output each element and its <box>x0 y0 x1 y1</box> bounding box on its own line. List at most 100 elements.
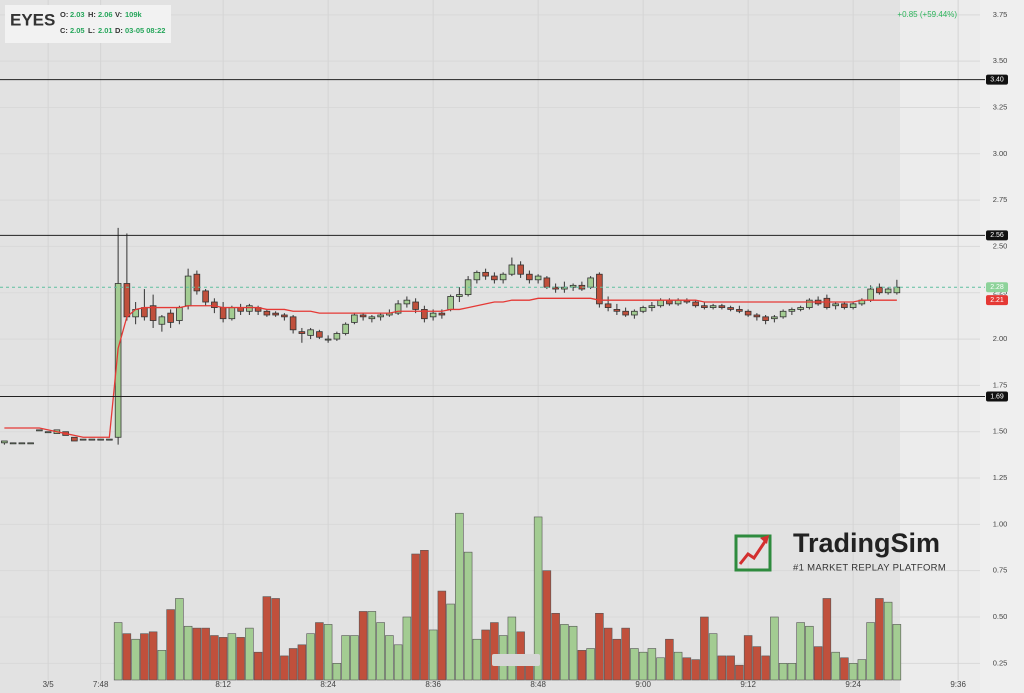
candle-body <box>806 299 813 308</box>
volume-bar <box>297 644 307 681</box>
y-tick-label: 0.50 <box>993 612 1008 621</box>
nav-buttons[interactable] <box>492 654 540 666</box>
volume-bar <box>376 622 385 681</box>
candle-body <box>123 283 131 318</box>
candle-body <box>788 309 796 312</box>
candle-body <box>193 273 201 292</box>
candle-body <box>482 271 489 277</box>
x-tick-label: 3/5 <box>43 680 55 689</box>
legend-key: O: <box>60 10 68 19</box>
level-label: 1.69 <box>990 393 1004 400</box>
volume-bar <box>883 601 893 681</box>
candle-body <box>604 303 612 308</box>
volume-bar <box>533 516 543 681</box>
candle-body <box>473 271 481 281</box>
volume-bar <box>131 638 140 681</box>
candle-body <box>272 312 279 316</box>
candle-body <box>307 329 314 336</box>
y-tick-label: 3.25 <box>993 102 1008 111</box>
volume-bar <box>673 651 683 681</box>
y-tick-label: 2.00 <box>993 334 1008 343</box>
symbol: EYES <box>10 10 55 29</box>
volume-bar <box>446 603 455 681</box>
volume-bar <box>621 627 630 681</box>
candle-body <box>211 301 218 308</box>
y-tick-label: 2.75 <box>993 195 1008 204</box>
volume-bar <box>857 659 867 681</box>
volume-bar <box>218 637 228 681</box>
candle-body <box>736 309 743 312</box>
candle-body <box>333 333 341 340</box>
x-tick-label: 8:48 <box>530 680 546 689</box>
candle-body <box>622 310 629 316</box>
candle-body <box>709 305 717 308</box>
volume-bar <box>577 650 587 681</box>
y-tick-label: 1.00 <box>993 519 1008 528</box>
volume-bar <box>306 633 315 681</box>
candle-body <box>368 316 376 320</box>
candle-body <box>508 264 516 275</box>
candle-body <box>141 307 148 318</box>
volume-bar <box>866 622 875 681</box>
legend-key: V: <box>115 10 122 19</box>
volume-bar <box>192 627 202 681</box>
x-tick-label: 8:36 <box>425 680 441 689</box>
level-label: 3.40 <box>990 77 1004 84</box>
candle-body <box>71 436 78 442</box>
candle-body <box>114 283 122 438</box>
legend-key: D: <box>115 26 123 35</box>
candle-body <box>263 310 271 316</box>
candle-body <box>543 277 551 288</box>
volume-bar <box>236 637 245 681</box>
volume-bar <box>490 622 499 681</box>
legend-value: 2.05 <box>70 26 85 35</box>
candle-body <box>718 305 726 308</box>
candle-body <box>44 431 52 434</box>
y-tick-label: 3.50 <box>993 56 1008 65</box>
volume-bar <box>148 631 158 681</box>
volume-bar <box>341 635 350 681</box>
legend-value: 2.06 <box>98 10 113 19</box>
candle-body <box>36 429 43 432</box>
volume-bar <box>122 633 132 681</box>
change-label: +0.85 (+59.44%) <box>897 10 957 19</box>
last-price-box <box>986 282 1008 293</box>
candle-body <box>534 275 542 281</box>
candle-body <box>79 438 87 441</box>
volume-bar <box>726 655 735 681</box>
candle-body <box>727 307 734 310</box>
legend-key: L: <box>88 26 95 35</box>
y-tick-label: 2.25 <box>993 288 1008 297</box>
volume-bar <box>595 612 604 681</box>
candle-body <box>447 296 454 310</box>
legend-key: C: <box>60 26 68 35</box>
volume-bar <box>280 655 289 681</box>
nav-button-bar[interactable] <box>492 654 540 666</box>
volume-bar <box>166 609 175 681</box>
volume-bar <box>507 616 517 681</box>
candle-body <box>1 440 8 444</box>
candle-body <box>491 275 498 281</box>
legend-items: O: 2.03 H: 2.06 V: 109k C: 2.05 L: 2.01 D: 03-05 08… <box>60 10 165 35</box>
volume-bar <box>332 663 342 681</box>
volume-bar <box>402 616 412 681</box>
y-tick-label: 1.75 <box>993 380 1008 389</box>
logo-arrow-head <box>760 535 769 544</box>
y-tick-label: 2.50 <box>993 241 1008 250</box>
volume-bar <box>350 635 359 681</box>
volume-bar <box>778 663 788 681</box>
candle-body <box>324 338 332 341</box>
volume-bar <box>367 611 377 681</box>
candle-body <box>289 316 297 331</box>
volume-bar <box>542 570 552 681</box>
legend-value: 03-05 08:22 <box>125 26 165 35</box>
volume-bar <box>262 596 272 681</box>
candle-body <box>167 312 174 323</box>
volume-bar <box>770 616 779 681</box>
volume-bar <box>428 629 438 681</box>
candle-body <box>429 312 437 318</box>
candle-body <box>657 299 664 307</box>
candle-body <box>88 438 96 441</box>
candle-body <box>569 284 577 288</box>
volume-bar <box>630 648 639 681</box>
